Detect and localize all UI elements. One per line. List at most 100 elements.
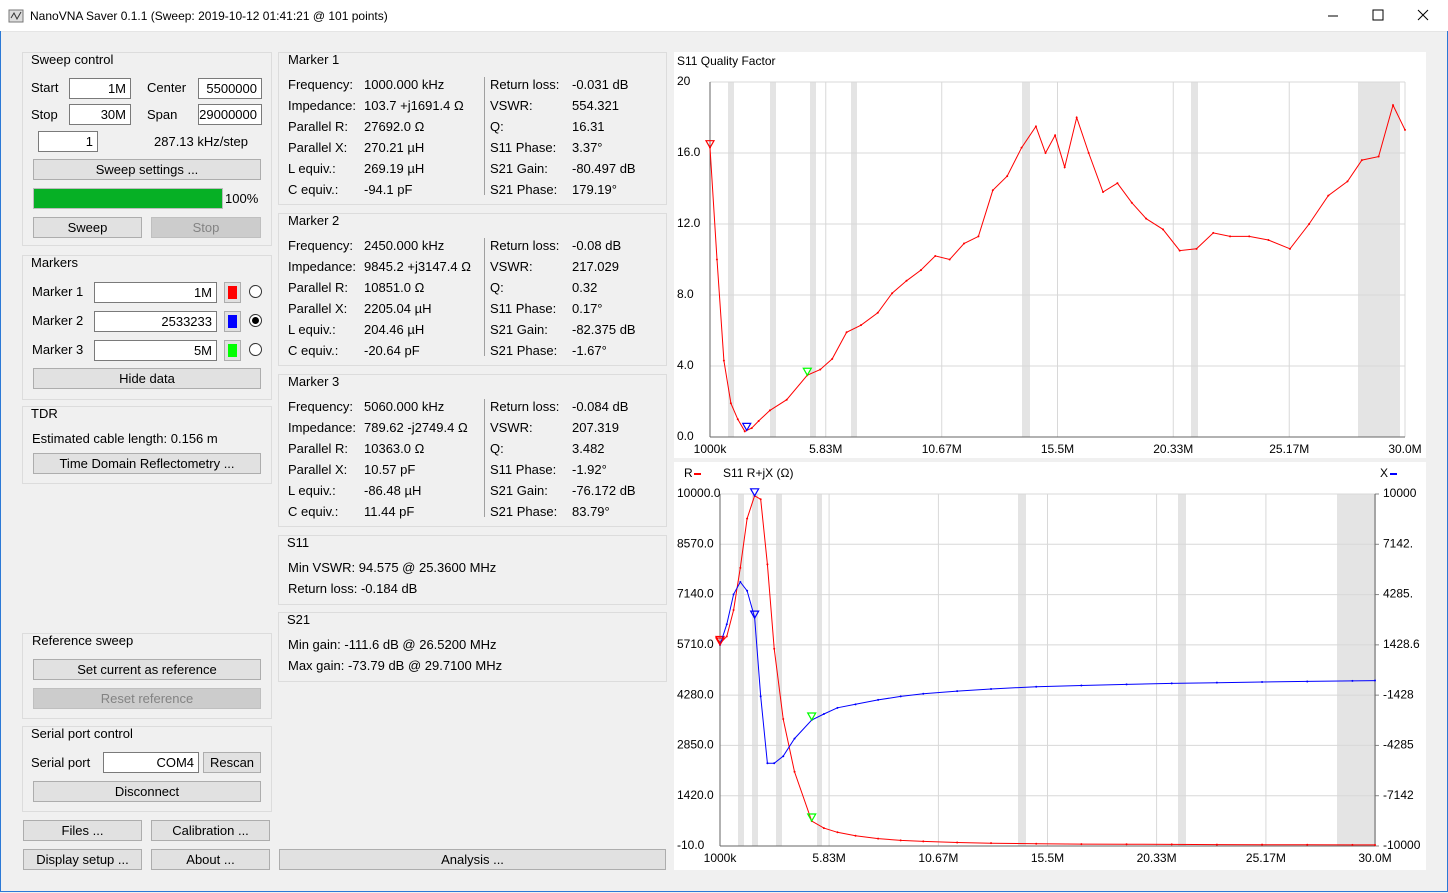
data-point bbox=[836, 706, 839, 709]
data-point bbox=[1054, 134, 1057, 137]
app-icon bbox=[8, 9, 24, 23]
button[interactable]: Display setup ... bbox=[23, 849, 142, 870]
y2-tick-label: 7142. bbox=[1383, 536, 1413, 550]
marker-input[interactable]: 1M bbox=[94, 282, 217, 303]
group-title: Marker 3 bbox=[288, 374, 340, 389]
radio[interactable] bbox=[249, 285, 262, 298]
field-value: 204.46 µH bbox=[364, 322, 425, 337]
y-tick-label: 2850.0 bbox=[677, 738, 714, 752]
field-value: 2450.000 kHz bbox=[364, 238, 445, 253]
data-point bbox=[859, 324, 862, 327]
start-input[interactable]: 1M bbox=[69, 78, 131, 99]
data-point bbox=[1288, 247, 1291, 250]
marker-group bbox=[278, 52, 667, 205]
center-input[interactable]: 5500000 bbox=[198, 78, 262, 99]
y2-tick-label: -1428 bbox=[1383, 687, 1414, 701]
radio[interactable] bbox=[249, 343, 262, 356]
data-point bbox=[1306, 843, 1309, 846]
field-label: Return loss: bbox=[490, 238, 560, 253]
data-point bbox=[739, 566, 742, 569]
data-point bbox=[905, 279, 908, 282]
window-controls[interactable] bbox=[1310, 0, 1448, 31]
data-point bbox=[746, 589, 749, 592]
data-point bbox=[759, 695, 762, 698]
span-input[interactable]: 29000000 bbox=[198, 104, 262, 125]
marker-input[interactable]: 2533233 bbox=[94, 311, 217, 332]
field-value: 270.21 µH bbox=[364, 140, 425, 155]
button[interactable]: Calibration ... bbox=[151, 820, 270, 841]
field-label: S21 Phase: bbox=[490, 343, 558, 358]
button[interactable]: Set current as reference bbox=[33, 659, 261, 680]
button: Reset reference bbox=[33, 688, 261, 709]
data-point bbox=[736, 418, 739, 421]
step-label: 287.13 kHz/step bbox=[154, 134, 248, 149]
group-title: S11 bbox=[287, 535, 310, 550]
x-tick-label: 30.0M bbox=[1358, 851, 1391, 865]
x-tick-label: 10.67M bbox=[918, 851, 958, 865]
legend-label: R bbox=[684, 466, 693, 480]
data-point bbox=[977, 235, 980, 238]
field-value: 1000.000 kHz bbox=[364, 77, 445, 92]
data-point bbox=[948, 258, 951, 261]
button[interactable]: Time Domain Reflectometry ... bbox=[33, 453, 261, 474]
button[interactable]: Sweep settings ... bbox=[33, 159, 261, 180]
group-title: Serial port control bbox=[31, 726, 133, 741]
data-point bbox=[922, 692, 925, 695]
tdr-text: Estimated cable length: 0.156 m bbox=[32, 431, 218, 446]
button[interactable]: Sweep bbox=[33, 217, 142, 238]
y-tick-label: 16.0 bbox=[677, 145, 701, 159]
y2-tick-label: 10000 bbox=[1383, 486, 1417, 500]
field-value: -82.375 dB bbox=[572, 322, 636, 337]
marker-triangle bbox=[806, 813, 817, 823]
color-button[interactable] bbox=[224, 311, 241, 332]
divider bbox=[484, 399, 485, 517]
info-line: Max gain: -73.79 dB @ 29.7100 MHz bbox=[288, 658, 503, 673]
data-point bbox=[876, 311, 879, 314]
button[interactable]: Hide data bbox=[33, 368, 261, 389]
port-input[interactable]: COM4 bbox=[103, 752, 199, 773]
segments-input[interactable]: 1 bbox=[38, 131, 98, 152]
x-tick-label: 25.17M bbox=[1269, 442, 1309, 456]
marker-input[interactable]: 5M bbox=[94, 340, 217, 361]
data-point bbox=[1087, 152, 1090, 154]
button[interactable]: Disconnect bbox=[33, 781, 261, 802]
data-point bbox=[1130, 201, 1133, 204]
field-label: S21 Gain: bbox=[490, 483, 548, 498]
button[interactable]: Rescan bbox=[203, 752, 261, 773]
button[interactable]: Files ... bbox=[23, 820, 142, 841]
button[interactable]: Analysis ... bbox=[279, 849, 666, 870]
label: Stop bbox=[31, 107, 58, 122]
divider bbox=[484, 238, 485, 356]
radio[interactable] bbox=[249, 314, 262, 327]
field-label: Impedance: bbox=[288, 259, 356, 274]
field-value: 3.37° bbox=[572, 140, 603, 155]
field-value: 179.19° bbox=[572, 182, 617, 197]
data-point bbox=[956, 841, 959, 844]
data-point bbox=[922, 840, 925, 843]
x-tick-label: 20.33M bbox=[1137, 851, 1177, 865]
field-value: 103.7 +j1691.4 Ω bbox=[364, 98, 464, 113]
chart-title: S11 R+jX (Ω) bbox=[723, 466, 793, 480]
y2-tick-label: -7142 bbox=[1383, 788, 1414, 802]
label: Marker 2 bbox=[32, 313, 84, 328]
field-label: S21 Gain: bbox=[490, 322, 548, 337]
field-value: -80.497 dB bbox=[572, 161, 636, 176]
stop-input[interactable]: 30M bbox=[69, 104, 131, 125]
field-value: 10851.0 Ω bbox=[364, 280, 425, 295]
field-label: Impedance: bbox=[288, 98, 356, 113]
data-point bbox=[725, 623, 728, 626]
data-point bbox=[899, 695, 902, 698]
data-point bbox=[1116, 182, 1119, 185]
field-label: Q: bbox=[490, 441, 504, 456]
data-point bbox=[1034, 125, 1037, 128]
data-point bbox=[746, 517, 749, 520]
color-button[interactable] bbox=[224, 282, 241, 303]
data-point bbox=[1215, 843, 1218, 846]
x-tick-label: 5.83M bbox=[812, 851, 845, 865]
color-button[interactable] bbox=[224, 340, 241, 361]
button[interactable]: About ... bbox=[151, 849, 270, 870]
data-point bbox=[750, 427, 753, 430]
field-value: -0.084 dB bbox=[572, 399, 629, 414]
field-label: C equiv.: bbox=[288, 504, 339, 519]
